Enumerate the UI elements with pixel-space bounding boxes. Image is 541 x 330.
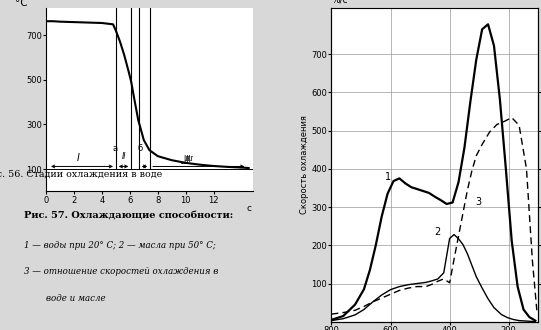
Text: II: II: [121, 152, 126, 161]
Text: %/с: %/с: [332, 0, 348, 4]
Text: с: с: [247, 204, 252, 213]
Text: 1: 1: [385, 172, 391, 182]
Text: I: I: [77, 153, 80, 163]
Text: а: а: [112, 144, 117, 153]
Y-axis label: °C: °C: [15, 0, 28, 8]
Text: 3: 3: [476, 197, 482, 207]
Text: б: б: [137, 144, 143, 153]
Text: III: III: [184, 155, 193, 163]
Text: 1 — воды при 20° С; 2 — масла при 50° С;: 1 — воды при 20° С; 2 — масла при 50° С;: [24, 241, 216, 250]
Text: 2: 2: [434, 227, 440, 237]
Text: воде и масле: воде и масле: [24, 294, 106, 303]
Y-axis label: Скорость охлаждения: Скорость охлаждения: [300, 115, 308, 214]
Text: ̲I̲I̲I̲: ̲I̲I̲I̲: [185, 154, 192, 163]
Text: 3 — отношение скоростей охлаждения в: 3 — отношение скоростей охлаждения в: [24, 267, 219, 276]
Text: Рис. 57. Охлаждающие способности:: Рис. 57. Охлаждающие способности:: [24, 211, 234, 220]
Text: Рис. 56. Стадии охлаждения в воде: Рис. 56. Стадии охлаждения в воде: [0, 170, 162, 179]
